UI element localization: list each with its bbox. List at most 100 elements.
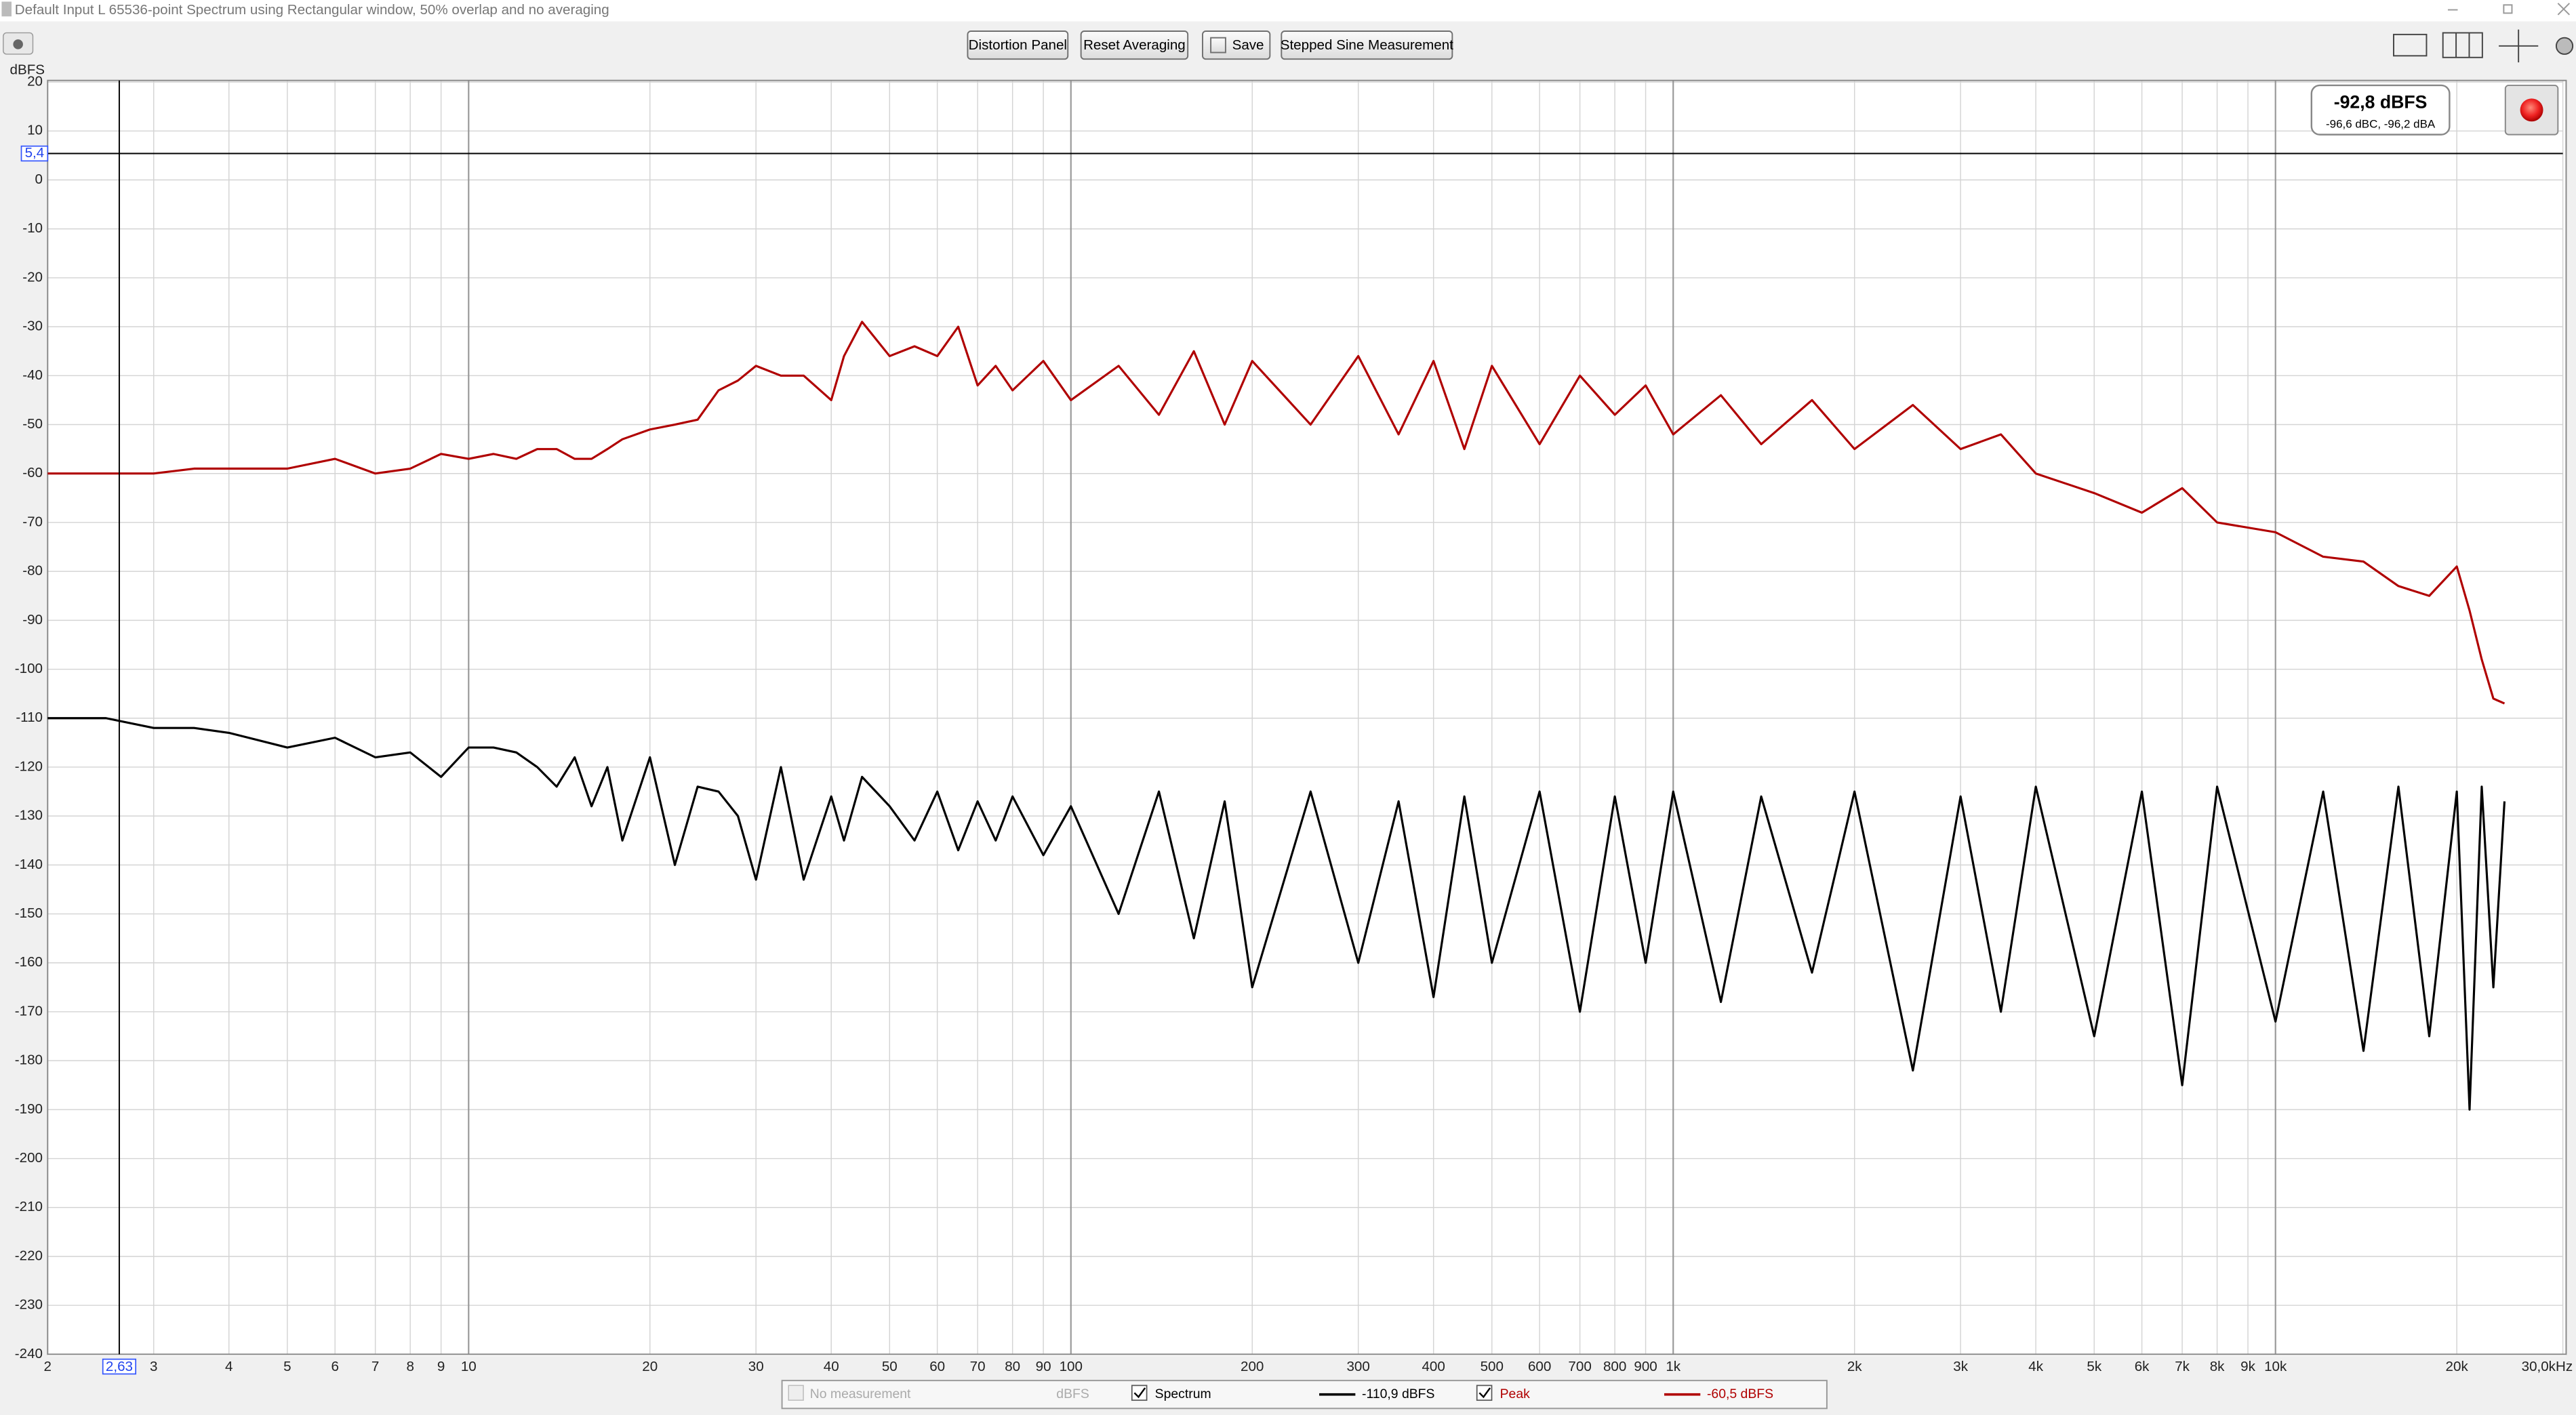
- button-label: Save: [1232, 37, 1264, 53]
- x-tick-label: 2k: [1847, 1359, 1862, 1374]
- x-tick-label: 3k: [1953, 1359, 1968, 1374]
- x-tick-label: 9: [437, 1359, 445, 1374]
- readout-sub: -96,6 dBC, -96,2 dBA: [2326, 118, 2436, 131]
- legend-items: No measurement dBFS Spectrum -110,9 dBFS P…: [788, 1385, 1773, 1401]
- y-tick-label: 10: [27, 123, 43, 138]
- x-tick-label: 600: [1528, 1359, 1551, 1374]
- y-tick-label: -180: [15, 1052, 43, 1068]
- legend-placeholder: No measurement: [810, 1387, 911, 1401]
- cursor-x-box: [102, 1358, 137, 1375]
- y-tick-label: -210: [15, 1199, 43, 1214]
- save-button[interactable]: Save: [1202, 30, 1271, 60]
- x-tick-label: 300: [1346, 1359, 1369, 1374]
- legend-check: [1478, 1387, 1491, 1399]
- x-tick-label: 70: [970, 1359, 986, 1374]
- legend-checkbox[interactable]: [1476, 1385, 1493, 1401]
- window-controls[interactable]: [2447, 3, 2570, 16]
- y-tick-label: -170: [15, 1003, 43, 1019]
- legend-name: Spectrum: [1155, 1387, 1211, 1401]
- distortion-panel-button[interactable]: Distortion Panel: [967, 30, 1069, 60]
- x-tick-label: 6: [331, 1359, 338, 1374]
- x-tick-label: 60: [929, 1359, 945, 1374]
- button-label: Reset Averaging: [1083, 37, 1186, 53]
- y-tick-label: -160: [15, 954, 43, 970]
- y-tick-label: -140: [15, 857, 43, 872]
- button-label: Stepped Sine Measurement: [1281, 37, 1453, 53]
- y-tick-label: 20: [27, 74, 43, 89]
- record-button[interactable]: [2504, 84, 2559, 136]
- x-tick-label: 500: [1481, 1359, 1504, 1374]
- button-label: Distortion Panel: [969, 37, 1067, 53]
- y-tick-label: -80: [22, 563, 43, 579]
- y-tick-label: -240: [15, 1346, 43, 1361]
- x-tick-label: 900: [1634, 1359, 1657, 1374]
- legend-placeholder-unit: dBFS: [1056, 1387, 1089, 1401]
- legend-checkbox[interactable]: [1131, 1385, 1148, 1401]
- y-tick-label: -200: [15, 1150, 43, 1166]
- stepped-sine-button[interactable]: Stepped Sine Measurement: [1281, 30, 1453, 60]
- x-tick-label: 6k: [2135, 1359, 2150, 1374]
- x-tick-label: 80: [1005, 1359, 1020, 1374]
- y-tick-label: -30: [22, 319, 43, 334]
- y-tick-label: -20: [22, 269, 43, 285]
- camera-button[interactable]: [3, 32, 34, 55]
- x-tick-label: 50: [882, 1359, 898, 1374]
- y-tick-label: -60: [22, 465, 43, 480]
- x-tick-label: 20k: [2446, 1359, 2469, 1374]
- y-tick-label: -110: [16, 710, 43, 725]
- legend-readout: -110,9 dBFS: [1362, 1387, 1434, 1401]
- y-tick-label: -10: [22, 220, 43, 236]
- x-tick-label: 800: [1603, 1359, 1626, 1374]
- tick-labels: 20100-10-20-30-40-50-60-70-80-90-100-110…: [15, 74, 2573, 1375]
- series-line: [47, 717, 2506, 1111]
- y-tick-label: -230: [15, 1297, 43, 1313]
- x-tick-label: 4: [225, 1359, 233, 1374]
- series-line: [47, 321, 2505, 705]
- x-tick-label: 4k: [2028, 1359, 2043, 1374]
- y-tick-label: -50: [22, 416, 43, 432]
- plot-frame: [47, 79, 2567, 1355]
- title-bar: [0, 0, 2576, 22]
- legend-check: [1133, 1387, 1146, 1399]
- x-tick-label: 5: [283, 1359, 291, 1374]
- curves: [47, 80, 2563, 1355]
- x-tick-label: 8: [406, 1359, 414, 1374]
- legend: [781, 1380, 1828, 1410]
- app-icon: [1, 1, 12, 17]
- checkbox: [788, 1385, 804, 1401]
- x-tick-label: 9k: [2240, 1359, 2255, 1374]
- x-tick-label: 200: [1241, 1359, 1264, 1374]
- x-tick-label: 100: [1060, 1359, 1083, 1374]
- x-tick-label: 7: [371, 1359, 379, 1374]
- x-tick-label: 20: [642, 1359, 658, 1374]
- y-tick-label: -150: [15, 905, 43, 921]
- cursor-y-label: 5,4: [25, 145, 45, 161]
- x-tick-label: 700: [1568, 1359, 1591, 1374]
- x-tick-label: 90: [1036, 1359, 1051, 1374]
- y-tick-label: -120: [15, 758, 43, 774]
- x-tick-label: 10: [461, 1359, 477, 1374]
- y-tick-label: -100: [15, 661, 43, 676]
- x-tick-label: 30,0kHz: [2522, 1359, 2573, 1374]
- y-tick-label: -70: [22, 514, 43, 529]
- grid: [47, 79, 2567, 1355]
- legend-name: Peak: [1500, 1387, 1530, 1401]
- x-tick-label: 5k: [2087, 1359, 2101, 1374]
- readout-main: -92,8 dBFS: [2334, 92, 2428, 112]
- x-tick-label: 8k: [2210, 1359, 2225, 1374]
- x-tick-label: 2: [44, 1359, 52, 1374]
- x-tick-label: 400: [1422, 1359, 1445, 1374]
- legend-readout: -60,5 dBFS: [1707, 1387, 1773, 1401]
- x-tick-label: 10k: [2264, 1359, 2287, 1374]
- y-tick-label: -90: [22, 612, 43, 628]
- view-icons[interactable]: [2393, 29, 2574, 63]
- cursor-x-label: 2,63: [106, 1359, 133, 1374]
- x-tick-label: 7k: [2175, 1359, 2190, 1374]
- y-axis-label: dBFS: [10, 62, 45, 78]
- y-tick-label: -220: [15, 1248, 43, 1263]
- window-title: Default Input L 65536-point Spectrum usi…: [15, 2, 609, 18]
- x-tick-label: 30: [748, 1359, 764, 1374]
- y-tick-label: 0: [35, 171, 43, 187]
- reset-averaging-button[interactable]: Reset Averaging: [1080, 30, 1189, 60]
